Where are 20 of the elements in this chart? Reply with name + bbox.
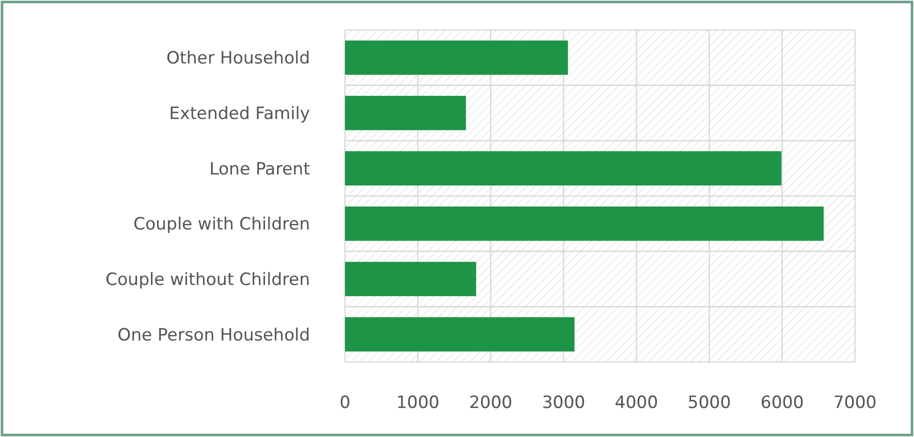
x-tick-label: 0 xyxy=(340,393,350,413)
y-tick-label: One Person Household xyxy=(117,325,310,346)
x-tick-label: 2000 xyxy=(469,393,512,413)
bar xyxy=(345,317,574,352)
bar xyxy=(345,262,476,296)
bar xyxy=(345,206,824,241)
x-tick-label: 3000 xyxy=(542,393,586,413)
x-tick-label: 4000 xyxy=(614,393,658,413)
y-tick-label: Other Household xyxy=(166,48,310,69)
x-tick-label: 7000 xyxy=(833,393,877,413)
y-tick-label: Lone Parent xyxy=(209,159,310,180)
bar xyxy=(345,40,568,75)
x-tick-label: 1000 xyxy=(396,393,440,413)
bar xyxy=(345,151,782,186)
y-tick-label: Couple with Children xyxy=(133,214,310,235)
bar xyxy=(345,96,466,130)
x-tick-label: 6000 xyxy=(760,393,804,413)
x-tick-label: 5000 xyxy=(688,393,731,413)
y-tick-label: Extended Family xyxy=(169,104,310,124)
y-tick-label: Couple without Children xyxy=(106,270,310,290)
